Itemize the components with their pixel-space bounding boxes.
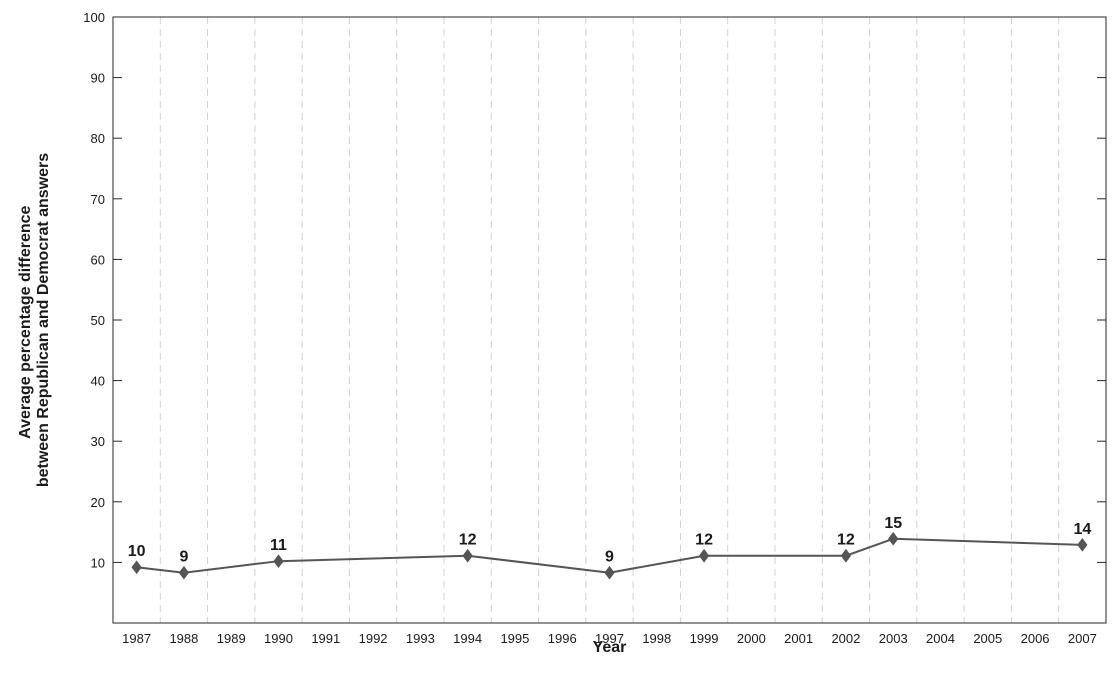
data-point-marker (604, 565, 615, 580)
data-label: 10 (128, 543, 146, 560)
data-point-marker (462, 548, 473, 563)
x-tick-label: 2002 (831, 631, 860, 646)
data-point-marker (178, 565, 190, 580)
x-tick-label: 1987 (122, 631, 151, 646)
y-tick-label: 100 (83, 10, 105, 25)
vertical-gridlines (159, 17, 1060, 623)
x-tick-label: 1991 (311, 631, 340, 646)
x-tick-label: 1994 (453, 631, 482, 646)
x-tick-label: 2003 (879, 631, 908, 646)
data-point-marker (698, 548, 710, 563)
x-tick-label: 1996 (548, 631, 577, 646)
x-tick-label: 1989 (217, 631, 246, 646)
x-tick-label: 2006 (1021, 631, 1050, 646)
x-tick-label: 1998 (642, 631, 671, 646)
data-label: 14 (1073, 521, 1091, 538)
data-point-marker (131, 560, 142, 575)
x-tick-label: 1993 (406, 631, 435, 646)
data-label: 12 (837, 532, 855, 549)
x-tick-label: 1990 (264, 631, 293, 646)
y-tick-label: 80 (91, 131, 105, 146)
y-axis-title: Average percentage difference between Re… (17, 153, 52, 487)
x-tick-label: 2001 (784, 631, 813, 646)
plot-frame (112, 16, 1107, 624)
y-tick-label: 70 (91, 192, 105, 207)
x-tick-label: 2004 (926, 631, 955, 646)
x-axis-ticks: 1987 1988 1989 1990 1991 1992 1993 1994 1995 1996… (122, 631, 1097, 646)
y-tick-label: 10 (91, 555, 105, 570)
data-point-marker (1077, 537, 1088, 552)
data-series: 10 9 11 12 9 12 12 15 14 (128, 515, 1091, 580)
x-tick-label: 1999 (690, 631, 719, 646)
x-tick-label: 2005 (973, 631, 1002, 646)
x-tick-label: 1995 (500, 631, 529, 646)
data-point-marker (840, 548, 852, 563)
data-label: 11 (270, 537, 287, 554)
data-label: 12 (459, 532, 477, 549)
y-tick-label: 30 (91, 434, 105, 449)
data-point-marker (888, 531, 899, 546)
y-tick-label: 60 (91, 252, 105, 267)
y-axis-ticks: 10 20 30 40 50 60 70 80 90 100 (83, 10, 1106, 570)
x-tick-label: 2000 (737, 631, 766, 646)
x-tick-label: 1992 (359, 631, 388, 646)
data-point-marker (273, 554, 284, 569)
data-label: 9 (605, 549, 614, 566)
x-tick-label: 2007 (1068, 631, 1097, 646)
x-tick-label: 1997 (595, 631, 624, 646)
y-tick-label: 20 (91, 495, 105, 510)
y-tick-label: 50 (91, 313, 105, 328)
y-tick-label: 40 (91, 374, 105, 389)
x-axis-title: Year (593, 639, 627, 656)
data-label: 12 (695, 532, 713, 549)
x-tick-label: 1988 (169, 631, 198, 646)
y-tick-label: 90 (91, 71, 105, 86)
y-axis-title-line-1: Average percentage difference (17, 205, 34, 438)
y-axis-title-line-2: between Republican and Democrat answers (35, 153, 52, 487)
data-label: 9 (179, 549, 188, 566)
data-label: 15 (884, 515, 902, 532)
